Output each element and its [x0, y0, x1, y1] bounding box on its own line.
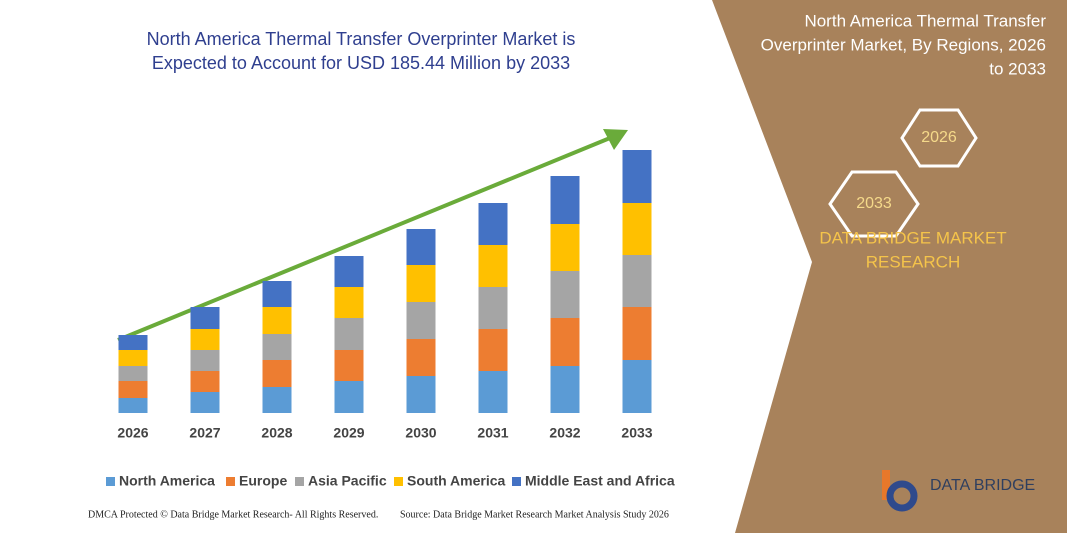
brand: RESEARCH	[866, 252, 960, 271]
bar-segment	[406, 229, 436, 265]
legend-swatch	[226, 477, 235, 486]
arrow-head	[603, 129, 628, 150]
bar-segment	[334, 381, 364, 413]
side-title: North America Thermal Transfer	[804, 11, 1046, 30]
x-tick-label: 2030	[405, 425, 436, 441]
x-tick-label: 2032	[549, 425, 580, 441]
bar-segment	[406, 302, 436, 339]
bar-segment	[622, 360, 652, 413]
x-tick-label: 2027	[189, 425, 220, 441]
x-tick-label: 2033	[621, 425, 652, 441]
x-tick-label: 2028	[261, 425, 292, 441]
bar-segment	[118, 335, 148, 350]
x-tick-label: 2031	[477, 425, 508, 441]
logo-mark	[882, 470, 918, 512]
bar-segment	[406, 265, 436, 302]
logo-text: DATA BRIDGE	[930, 477, 1035, 494]
side-panel	[712, 0, 1067, 533]
bar-segment	[262, 281, 292, 307]
bar-segment	[478, 329, 508, 371]
bar-segment	[334, 350, 364, 381]
bar-segment	[190, 307, 220, 329]
hexagon	[828, 170, 920, 238]
bar-segment	[622, 150, 652, 203]
bar-segment	[190, 329, 220, 350]
bar-segment	[550, 366, 580, 413]
bar-segment	[406, 376, 436, 413]
brand: DATA BRIDGE MARKET	[819, 228, 1006, 247]
legend-label: Middle East and Africa	[525, 473, 675, 489]
texts: North America Thermal Transfer Overprint…	[88, 11, 1046, 520]
bar-segment	[334, 287, 364, 318]
bar-segment	[550, 318, 580, 366]
bar-segment	[550, 271, 580, 318]
bar-segment	[334, 318, 364, 350]
bar-segment	[118, 366, 148, 381]
legend-swatch	[295, 477, 304, 486]
trend-arrow	[117, 136, 611, 342]
bar-segment	[262, 387, 292, 413]
chart-title: Expected to Account for USD 185.44 Milli…	[152, 53, 570, 73]
legend-swatch	[512, 477, 521, 486]
footer: DMCA Protected © Data Bridge Market Rese…	[88, 509, 378, 520]
legend-swatch	[106, 477, 115, 486]
x-tick-label: 2029	[333, 425, 364, 441]
bar-segment	[550, 176, 580, 224]
side-title: Overprinter Market, By Regions, 2026	[761, 35, 1046, 54]
bar-segment	[622, 203, 652, 255]
x-tick-label: 2026	[117, 425, 148, 441]
bar-segment	[478, 245, 508, 287]
bar-segment	[262, 307, 292, 334]
bar-segment	[406, 339, 436, 376]
bar-segment	[478, 371, 508, 413]
hexagon	[900, 108, 978, 168]
bar-segment	[118, 398, 148, 413]
badge: 2026	[921, 129, 957, 146]
bar-segment	[550, 224, 580, 271]
chart-title: North America Thermal Transfer Overprint…	[147, 29, 576, 49]
legend-label: North America	[119, 473, 215, 489]
bar-segment	[478, 287, 508, 329]
legend-swatch	[394, 477, 403, 486]
bar-segment	[190, 371, 220, 392]
footer: Source: Data Bridge Market Research Mark…	[400, 509, 669, 520]
bar-segment	[622, 255, 652, 307]
bar-segment	[622, 307, 652, 360]
badge: 2033	[856, 195, 892, 212]
legend-label: South America	[407, 473, 505, 489]
legend-label: Asia Pacific	[308, 473, 387, 489]
bar-segment	[478, 203, 508, 245]
bar-segment	[190, 350, 220, 371]
bar-segment	[334, 256, 364, 287]
bar-segment	[118, 350, 148, 366]
legend-label: Europe	[239, 473, 287, 489]
bar-segment	[118, 381, 148, 398]
bar-segment	[262, 334, 292, 360]
bar-segment	[262, 360, 292, 387]
side-title: to 2033	[989, 59, 1046, 78]
bar-segment	[190, 392, 220, 413]
